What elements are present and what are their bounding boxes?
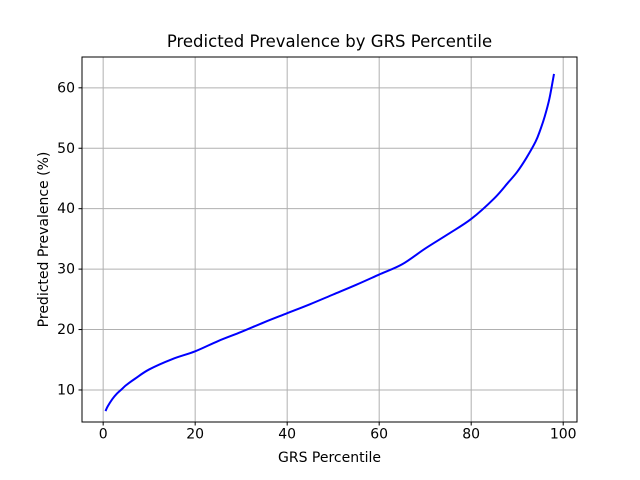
ticks [78,87,564,426]
x-tick-label: 100 [550,427,577,443]
y-tick-label: 10 [57,382,75,398]
y-tick-label: 40 [57,201,75,217]
x-tick-label: 0 [99,427,108,443]
x-axis-label: GRS Percentile [278,450,381,466]
y-tick-label: 50 [57,141,75,157]
y-tick-label: 60 [57,80,75,96]
x-tick-label: 60 [370,427,388,443]
grid [82,57,577,422]
tick-labels: 0 20 40 60 80 100 10 20 30 40 50 60 [57,80,576,442]
chart-title: Predicted Prevalence by GRS Percentile [166,32,493,51]
y-tick-label: 20 [57,322,75,338]
plot-border [81,56,578,423]
x-tick-label: 80 [462,427,480,443]
prevalence-curve [104,73,555,412]
y-axis-label: Predicted Prevalence (%) [36,151,52,328]
x-tick-label: 40 [278,427,296,443]
y-tick-label: 30 [57,262,75,278]
x-tick-label: 20 [186,427,204,443]
